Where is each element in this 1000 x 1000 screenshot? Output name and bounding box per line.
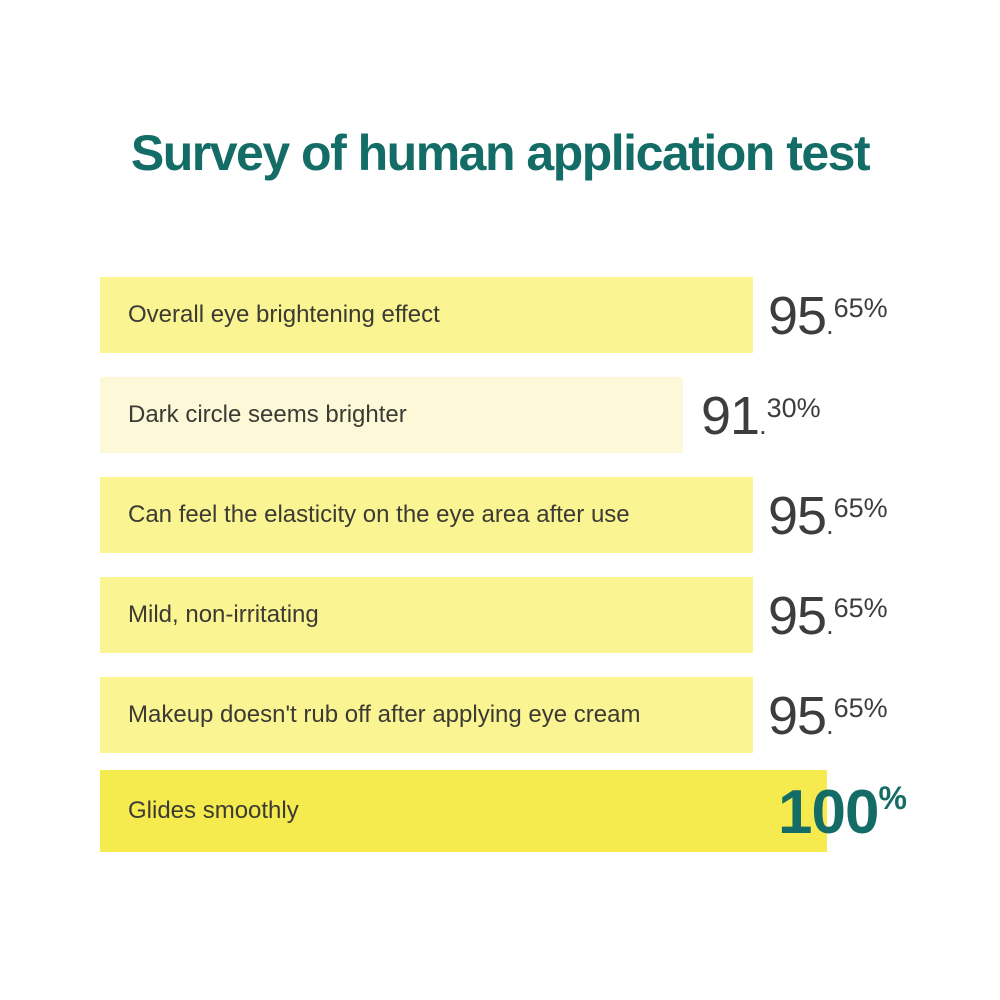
percentage-main: 95 (768, 486, 827, 547)
survey-row: Dark circle seems brighter 91.30% (100, 377, 960, 453)
percentage-main: 95 (768, 286, 827, 347)
percentage-fraction: 65% (833, 593, 888, 624)
percentage-value: 91.30% (701, 385, 821, 447)
percentage-value: 95.65% (768, 485, 888, 547)
percentage-main: 95 (768, 586, 827, 647)
survey-bar (100, 770, 827, 852)
survey-row: Glides smoothly 100% (100, 770, 960, 852)
survey-bar (100, 577, 753, 653)
survey-bar-label: Dark circle seems brighter (128, 401, 407, 428)
survey-row: Mild, non-irritating 95.65% (100, 577, 960, 653)
survey-row: Overall eye brightening effect 95.65% (100, 277, 960, 353)
percentage-dot: . (826, 710, 834, 741)
percentage-value: 95.65% (768, 585, 888, 647)
survey-bar-label: Makeup doesn't rub off after applying ey… (128, 701, 641, 728)
survey-bar-label: Mild, non-irritating (128, 601, 319, 628)
percentage-dot: . (759, 410, 767, 441)
survey-row: Can feel the elasticity on the eye area … (100, 477, 960, 553)
survey-bar-label: Glides smoothly (128, 797, 299, 824)
percentage-value: 95.65% (768, 685, 888, 747)
survey-bar (100, 677, 753, 753)
survey-chart: Overall eye brightening effect 95.65% Da… (100, 277, 960, 857)
percentage-dot: . (826, 610, 834, 641)
percentage-value: 100% (778, 777, 907, 848)
percentage-fraction: 65% (833, 493, 888, 524)
percentage-value: 95.65% (768, 285, 888, 347)
percentage-dot: . (826, 310, 834, 341)
survey-bar-label: Overall eye brightening effect (128, 301, 440, 328)
percentage-fraction: % (878, 779, 907, 816)
survey-bar (100, 377, 683, 453)
survey-bar (100, 477, 753, 553)
page-title: Survey of human application test (130, 125, 871, 181)
survey-bar-label: Can feel the elasticity on the eye area … (128, 501, 630, 528)
percentage-fraction: 65% (833, 293, 888, 324)
survey-bar (100, 277, 753, 353)
percentage-dot: . (826, 510, 834, 541)
percentage-main: 100 (778, 777, 879, 847)
percentage-main: 91 (701, 386, 760, 447)
survey-row: Makeup doesn't rub off after applying ey… (100, 677, 960, 753)
percentage-fraction: 30% (766, 393, 821, 424)
percentage-main: 95 (768, 686, 827, 747)
percentage-fraction: 65% (833, 693, 888, 724)
